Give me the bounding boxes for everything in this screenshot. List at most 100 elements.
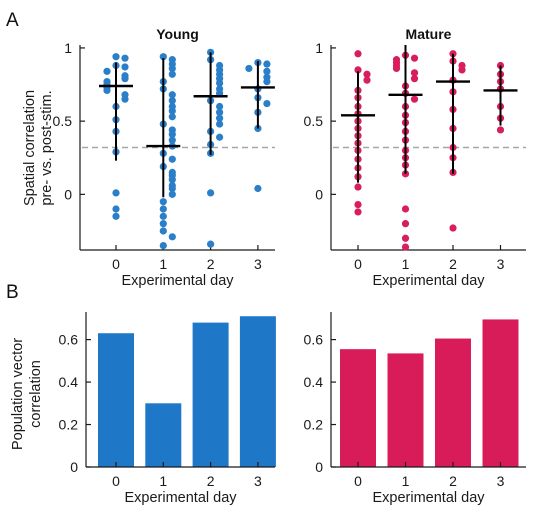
young-scatter-day1-point xyxy=(168,70,176,78)
young-scatter-day0-point xyxy=(103,67,111,75)
mature-bar-chart-x-tick-label: 3 xyxy=(497,473,505,489)
young-bar-chart-y-tick-label: 0.2 xyxy=(59,417,79,433)
young-scatter-day3-point xyxy=(263,60,271,68)
young-scatter-day3-point xyxy=(263,67,271,75)
young-scatter-day1-point xyxy=(159,205,167,213)
young-scatter-day0-point xyxy=(121,95,129,103)
young-scatter-day0-point xyxy=(112,189,120,197)
scatter-y-axis-title-line2: pre- vs. post-stim. xyxy=(39,90,55,205)
mature-bar-chart-y-tick-label: 0.2 xyxy=(304,417,324,433)
mature-bar-chart-y-tick-label: 0 xyxy=(315,459,323,475)
mature-scatter-day2-point xyxy=(458,66,466,74)
young-scatter-day1-point xyxy=(168,97,176,105)
young-scatter-day1-point xyxy=(159,220,167,228)
young-scatter-day0-point xyxy=(103,86,111,94)
mature-scatter-y-tick-label: 1 xyxy=(315,40,323,56)
young-scatter-day1-point xyxy=(159,212,167,220)
mature-bar-chart-x-axis-title: Experimental day xyxy=(372,490,485,506)
young-scatter-day1-point xyxy=(168,107,176,115)
young-scatter-day0-point xyxy=(112,212,120,220)
mature-bar-chart-bar xyxy=(387,353,424,467)
young-bar-chart-x-tick-label: 3 xyxy=(254,473,262,489)
mature-scatter-x-tick-label: 1 xyxy=(402,256,410,272)
mature-scatter-y-tick-label: 0.5 xyxy=(304,113,324,129)
mature-scatter-day3-point xyxy=(496,126,505,134)
young-scatter-y-tick-label: 1 xyxy=(64,40,72,56)
young-bar-chart-bar xyxy=(192,322,229,467)
young-scatter-day1-point xyxy=(159,53,167,61)
young-scatter-x-tick-label: 0 xyxy=(112,256,120,272)
young-scatter-title: Young xyxy=(156,26,199,42)
young-scatter-day2-point xyxy=(207,240,215,248)
young-scatter-day1-point xyxy=(168,155,176,163)
mature-scatter-day1-point xyxy=(410,75,419,83)
mature-scatter-day0-point xyxy=(354,66,362,74)
scatter-chart-mature: Mature 0 0.5 1 0 1 2 3 Experimental day xyxy=(304,26,526,289)
young-scatter-day0-point xyxy=(121,63,129,71)
mature-bar-chart-y-tick-label: 0.6 xyxy=(304,332,324,348)
young-scatter-day2-point xyxy=(216,102,224,111)
young-scatter-day3-point xyxy=(263,99,271,108)
young-scatter-day2-point xyxy=(207,189,215,197)
mature-scatter-day1-point xyxy=(401,205,410,213)
young-scatter-day1-point xyxy=(159,198,167,206)
mature-scatter-day0-point xyxy=(363,70,371,78)
young-bar-chart-x-tick-label: 0 xyxy=(112,473,120,489)
mature-scatter-day0-point xyxy=(354,208,362,216)
young-scatter-day1-point xyxy=(168,233,176,241)
young-scatter-day2-point xyxy=(216,114,224,122)
bar-chart-young: 0 0.2 0.4 0.6 0 1 2 3 Experimental day xyxy=(59,312,276,506)
mature-scatter-x-tick-label: 3 xyxy=(497,256,505,272)
young-scatter-day1-point xyxy=(168,64,176,73)
mature-scatter-day0-point xyxy=(363,76,371,84)
mature-scatter-day0-point xyxy=(354,183,362,191)
young-bar-chart-y-tick-label: 0 xyxy=(70,459,78,475)
mature-bar-chart-bar xyxy=(340,349,376,467)
young-scatter-day1-point xyxy=(159,242,167,250)
mature-scatter-day1-point xyxy=(401,220,410,228)
young-scatter-x-tick-label: 2 xyxy=(207,256,215,272)
mature-bar-chart-x-tick-label: 1 xyxy=(402,473,410,489)
panel-label-b: B xyxy=(6,282,19,303)
young-scatter-y-tick-label: 0 xyxy=(64,186,72,202)
young-scatter-day0-point xyxy=(121,75,129,83)
young-scatter-day1-point xyxy=(168,130,176,138)
young-scatter-day3-point xyxy=(254,184,262,193)
mature-scatter-day1-point xyxy=(410,69,419,77)
mature-scatter-day1-point xyxy=(410,54,419,62)
bar-y-axis-title-line1: Population vector xyxy=(10,338,26,450)
young-scatter-y-tick-label: 0.5 xyxy=(53,113,73,129)
mature-scatter-day2-point xyxy=(449,224,457,232)
young-scatter-day3-point xyxy=(263,78,271,86)
young-bar-chart-x-tick-label: 1 xyxy=(159,473,167,489)
mature-scatter-day1-point xyxy=(392,64,401,73)
young-scatter-x-axis-title: Experimental day xyxy=(121,273,234,289)
mature-scatter-x-axis-title: Experimental day xyxy=(372,273,485,289)
mature-bar-chart-x-tick-label: 2 xyxy=(449,473,457,489)
mature-bar-chart-y-tick-label: 0.4 xyxy=(304,374,324,390)
mature-scatter-day0-point xyxy=(354,50,362,58)
young-scatter-day1-point xyxy=(168,113,176,121)
mature-bar-chart-x-tick-label: 0 xyxy=(354,473,362,489)
young-scatter-day0-point xyxy=(121,54,129,62)
young-bar-chart-bar xyxy=(239,316,276,467)
young-scatter-day1-point xyxy=(168,136,176,144)
bar-chart-mature: 0 0.2 0.4 0.6 0 1 2 3 Experimental day xyxy=(304,312,526,506)
young-scatter-day2-point xyxy=(216,108,224,116)
mature-scatter-y-tick-label: 0 xyxy=(315,186,323,202)
young-scatter-day2-point xyxy=(216,120,224,128)
young-scatter-day1-point xyxy=(168,176,176,184)
young-scatter-day2-point xyxy=(216,133,224,141)
young-scatter-day3-point xyxy=(245,64,253,73)
young-scatter-day2-point xyxy=(216,79,224,87)
panel-label-a: A xyxy=(6,10,19,31)
mature-scatter-title: Mature xyxy=(406,26,452,42)
young-scatter-day1-point xyxy=(168,184,176,193)
young-bar-chart-x-axis-title: Experimental day xyxy=(124,490,237,506)
young-bar-chart-y-tick-label: 0.4 xyxy=(59,374,79,390)
young-scatter-x-tick-label: 3 xyxy=(254,256,262,272)
young-bar-chart-y-tick-label: 0.6 xyxy=(59,332,79,348)
mature-bar-chart-bar xyxy=(435,338,471,467)
scatter-chart-young: Young 0 0.5 1 0 1 2 3 Experimental day xyxy=(53,26,275,289)
